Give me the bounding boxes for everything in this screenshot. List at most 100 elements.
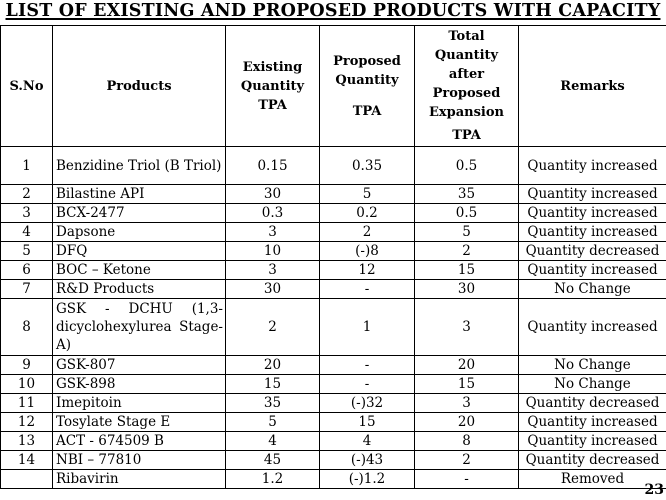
table-header-row: S.No Products Existing Quantity TPA Prop…	[0, 25, 666, 147]
cell-existing: 20	[225, 355, 320, 375]
cell-total: 20	[414, 355, 519, 375]
cell-product: GSK-807	[52, 355, 226, 375]
cell-proposed: -	[319, 355, 415, 375]
cell-existing: 0.15	[225, 146, 320, 185]
cell-product: ACT - 674509 B	[52, 431, 226, 451]
cell-sno: 3	[0, 203, 53, 223]
cell-sno: 4	[0, 222, 53, 242]
cell-existing: 10	[225, 241, 320, 261]
header-total-line: Total	[448, 29, 485, 44]
header-proposed-quantity: Proposed Quantity TPA	[319, 25, 415, 147]
products-table: S.No Products Existing Quantity TPA Prop…	[0, 25, 666, 489]
header-total-line: Proposed	[432, 86, 501, 101]
cell-existing: 1.2	[225, 469, 320, 489]
header-remarks: Remarks	[518, 25, 666, 147]
cell-proposed: 15	[319, 412, 415, 432]
table-row: 7 R&D Products 30 - 30 No Change	[0, 279, 666, 299]
cell-remarks: No Change	[518, 374, 666, 394]
cell-product: Benzidine Triol (B Triol)	[52, 146, 226, 185]
cell-remarks: Quantity increased	[518, 298, 666, 356]
cell-total: 5	[414, 222, 519, 242]
cell-sno	[0, 469, 53, 489]
table-row: 4 Dapsone 3 2 5 Quantity increased	[0, 222, 666, 242]
cell-sno: 13	[0, 431, 53, 451]
cell-remarks: No Change	[518, 355, 666, 375]
cell-proposed: 1	[319, 298, 415, 356]
header-products: Products	[52, 25, 226, 147]
cell-product: GSK-898	[52, 374, 226, 394]
header-existing-quantity: Existing Quantity TPA	[225, 25, 320, 147]
header-total-line: after	[448, 67, 485, 82]
table-row: 12 Tosylate Stage E 5 15 20 Quantity inc…	[0, 412, 666, 432]
cell-sno: 14	[0, 450, 53, 470]
cell-sno: 10	[0, 374, 53, 394]
cell-existing: 35	[225, 393, 320, 413]
cell-sno: 7	[0, 279, 53, 299]
table-row: 11 Imepitoin 35 (-)32 3 Quantity decreas…	[0, 393, 666, 413]
table-row: Ribavirin 1.2 (-)1.2 - Removed	[0, 469, 666, 489]
header-existing-line: Quantity	[240, 78, 305, 94]
cell-existing: 5	[225, 412, 320, 432]
cell-total: 30	[414, 279, 519, 299]
cell-remarks: Quantity increased	[518, 146, 666, 185]
table-row: 10 GSK-898 15 - 15 No Change	[0, 374, 666, 394]
cell-proposed: -	[319, 279, 415, 299]
cell-product: GSK - DCHU (1,3-dicyclohexylurea Stage-A…	[52, 298, 226, 356]
header-existing-line: TPA	[258, 97, 287, 113]
cell-product: DFQ	[52, 241, 226, 261]
cell-proposed: 0.2	[319, 203, 415, 223]
page-title: LIST OF EXISTING AND PROPOSED PRODUCTS W…	[5, 1, 661, 21]
cell-proposed: (-)43	[319, 450, 415, 470]
cell-remarks: Quantity increased	[518, 222, 666, 242]
cell-total: -	[414, 469, 519, 489]
cell-product: NBI – 77810	[52, 450, 226, 470]
cell-remarks: Removed	[518, 469, 666, 489]
cell-remarks: Quantity increased	[518, 431, 666, 451]
cell-total: 35	[414, 184, 519, 204]
cell-proposed: 2	[319, 222, 415, 242]
cell-existing: 45	[225, 450, 320, 470]
cell-sno: 8	[0, 298, 53, 356]
cell-proposed: 5	[319, 184, 415, 204]
header-proposed-line: TPA	[352, 103, 382, 119]
cell-remarks: Quantity increased	[518, 412, 666, 432]
cell-proposed: (-)32	[319, 393, 415, 413]
cell-product: R&D Products	[52, 279, 226, 299]
cell-sno: 2	[0, 184, 53, 204]
header-total-line: Quantity	[434, 48, 499, 63]
table-row: 14 NBI – 77810 45 (-)43 2 Quantity decre…	[0, 450, 666, 470]
cell-total: 15	[414, 260, 519, 280]
cell-total: 15	[414, 374, 519, 394]
cell-remarks: Quantity increased	[518, 260, 666, 280]
header-total-line: TPA	[452, 128, 481, 143]
cell-existing: 4	[225, 431, 320, 451]
cell-product: BCX-2477	[52, 203, 226, 223]
cell-product: Ribavirin	[52, 469, 226, 489]
cell-sno: 11	[0, 393, 53, 413]
cell-existing: 3	[225, 260, 320, 280]
cell-proposed: 0.35	[319, 146, 415, 185]
cell-sno: 9	[0, 355, 53, 375]
table-row: 9 GSK-807 20 - 20 No Change	[0, 355, 666, 375]
table-row: 6 BOC – Ketone 3 12 15 Quantity increase…	[0, 260, 666, 280]
cell-sno: 6	[0, 260, 53, 280]
cell-existing: 3	[225, 222, 320, 242]
table-row: 3 BCX-2477 0.3 0.2 0.5 Quantity increase…	[0, 203, 666, 223]
cell-existing: 30	[225, 184, 320, 204]
cell-total: 20	[414, 412, 519, 432]
cell-product: Imepitoin	[52, 393, 226, 413]
cell-remarks: Quantity decreased	[518, 241, 666, 261]
header-proposed-line: Proposed	[333, 53, 401, 69]
cell-total: 2	[414, 241, 519, 261]
header-sno: S.No	[0, 25, 53, 147]
cell-total: 0.5	[414, 146, 519, 185]
cell-sno: 12	[0, 412, 53, 432]
cell-product: Tosylate Stage E	[52, 412, 226, 432]
cell-product: Bilastine API	[52, 184, 226, 204]
cell-proposed: 4	[319, 431, 415, 451]
cell-remarks: Quantity decreased	[518, 393, 666, 413]
cell-sno: 5	[0, 241, 53, 261]
cell-existing: 30	[225, 279, 320, 299]
cell-sno: 1	[0, 146, 53, 185]
cell-total: 2	[414, 450, 519, 470]
